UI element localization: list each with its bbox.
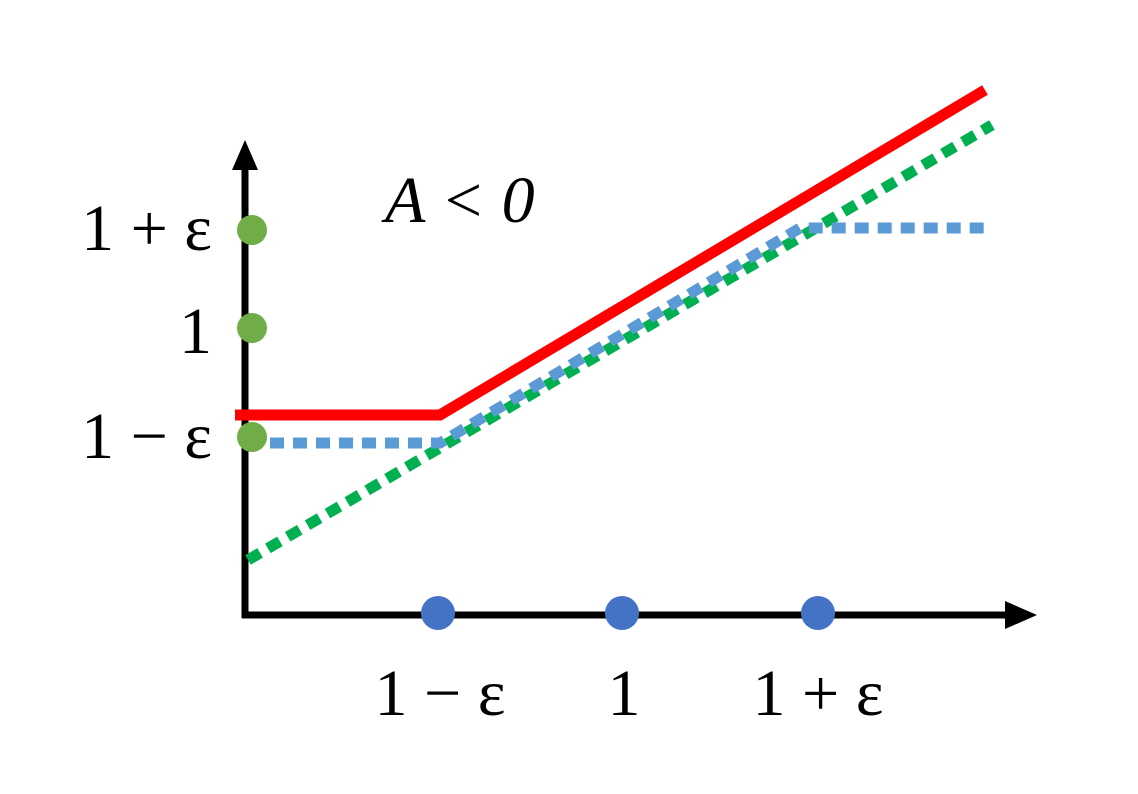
y-tick-label: 1 + ε xyxy=(81,192,212,265)
red-line xyxy=(235,85,988,421)
y-tick-label: 1 xyxy=(179,295,212,368)
x-axis-arrow xyxy=(1005,601,1037,629)
y-tick-label: 1 − ε xyxy=(81,400,212,473)
y-marker-1-minus-eps xyxy=(237,422,267,452)
x-tick-label: 1 − ε xyxy=(375,657,506,730)
x-tick-label: 1 + ε xyxy=(753,657,884,730)
y-marker-1-plus-eps xyxy=(237,215,267,245)
x-marker-1-minus-eps xyxy=(421,596,455,630)
y-marker-1 xyxy=(237,313,267,343)
blue-dotted-line xyxy=(270,222,992,449)
x-marker-1-plus-eps xyxy=(801,596,835,630)
green-dotted-line xyxy=(245,120,995,565)
x-tick-label: 1 xyxy=(608,657,641,730)
annotation-label: A < 0 xyxy=(381,164,535,237)
x-marker-1 xyxy=(605,596,639,630)
y-axis-arrow xyxy=(232,140,258,170)
